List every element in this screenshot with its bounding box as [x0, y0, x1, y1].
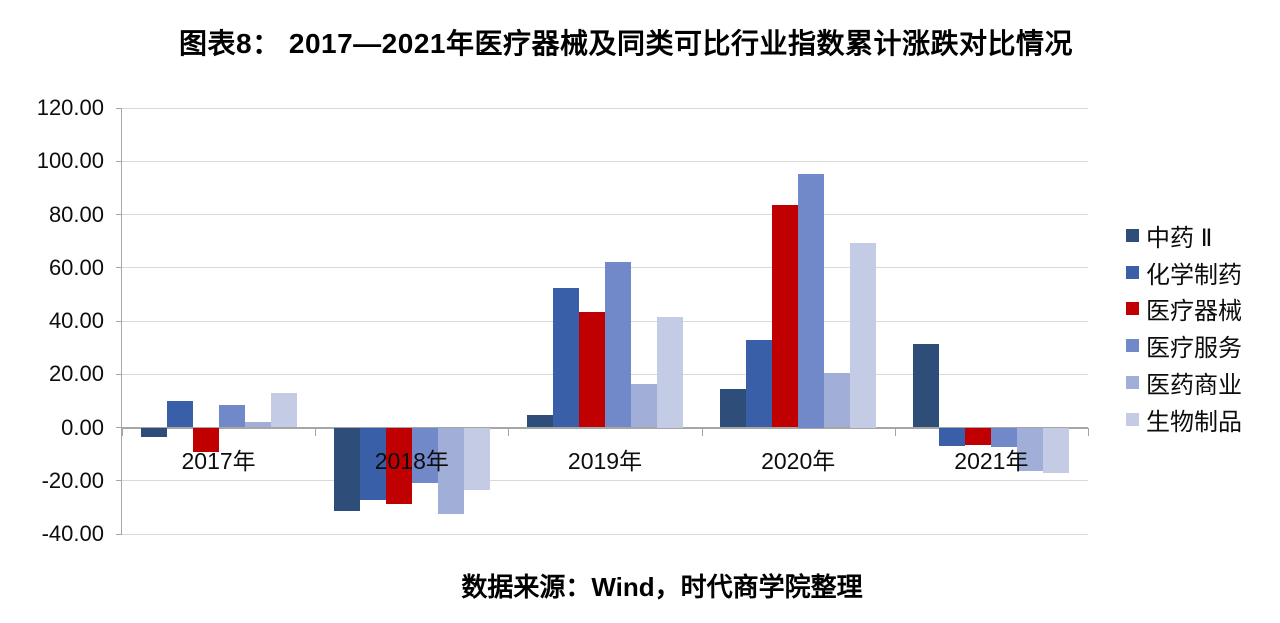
x-axis-category-label: 2018年 — [374, 447, 449, 474]
bar — [939, 427, 966, 446]
y-axis-tick — [116, 160, 122, 162]
legend-label: 医疗服务 — [1146, 335, 1242, 363]
bar — [333, 427, 360, 511]
x-axis-tick — [508, 427, 510, 436]
x-axis-category-label: 2017年 — [181, 447, 256, 474]
legend-swatch-icon — [1126, 228, 1139, 242]
y-axis-tick-label: 60.00 — [48, 254, 104, 280]
bar — [192, 427, 219, 452]
gridline — [122, 480, 1088, 482]
gridline — [122, 160, 1088, 162]
bar — [244, 421, 271, 428]
legend-swatch-icon — [1126, 339, 1139, 353]
bar — [772, 204, 799, 428]
legend-swatch-icon — [1126, 412, 1139, 426]
y-axis-tick — [116, 533, 122, 535]
x-axis-category-label: 2021年 — [954, 447, 1029, 474]
y-axis-tick-label: 80.00 — [48, 201, 104, 227]
bar — [720, 389, 747, 428]
bar — [437, 427, 464, 514]
legend-label: 生物制品 — [1146, 408, 1242, 436]
legend-label: 医疗器械 — [1146, 298, 1242, 326]
y-axis-tick — [116, 427, 122, 428]
legend-label: 中药 Ⅱ — [1146, 224, 1213, 252]
bar — [218, 404, 245, 428]
bar — [527, 414, 553, 428]
data-source-note: 数据来源：Wind，时代商学院整理 — [461, 572, 863, 602]
bar — [579, 312, 605, 428]
x-axis-tick — [701, 427, 703, 436]
legend-swatch-icon — [1126, 376, 1139, 390]
y-axis-tick — [116, 320, 122, 322]
legend-item: 医疗服务 — [1126, 327, 1242, 364]
bar — [913, 343, 940, 428]
x-axis-tick — [122, 427, 123, 436]
legend-item: 化学制药 — [1126, 254, 1242, 291]
y-axis-tick-label: -20.00 — [41, 467, 104, 493]
gridline — [122, 533, 1088, 535]
chart-title: 图表8： 2017—2021年医疗器械及同类可比行业指数累计涨跌对比情况 — [179, 28, 1073, 59]
bar — [965, 427, 992, 446]
y-axis-tick-label: 120.00 — [36, 95, 104, 120]
bar — [270, 392, 297, 428]
bar — [657, 317, 683, 428]
x-axis-tick — [894, 427, 896, 436]
legend-swatch-icon — [1126, 302, 1139, 316]
x-axis-category-label: 2019年 — [567, 447, 643, 474]
x-axis-tick — [315, 427, 317, 436]
x-axis-category-label: 2020年 — [761, 447, 836, 474]
legend-item: 中药 Ⅱ — [1126, 217, 1242, 254]
bar — [359, 427, 386, 500]
legend-item: 生物制品 — [1126, 401, 1242, 438]
gridline — [122, 214, 1088, 215]
bar — [1017, 427, 1044, 472]
y-axis-line — [121, 108, 122, 534]
y-axis-tick — [116, 267, 122, 269]
y-axis-tick-label: 100.00 — [36, 148, 104, 174]
y-axis-tick-label: 20.00 — [48, 361, 104, 387]
y-axis-tick-label: 40.00 — [48, 308, 104, 333]
bar — [1043, 427, 1070, 473]
bar — [553, 288, 579, 428]
bar — [411, 427, 438, 484]
bar — [140, 427, 167, 437]
bar — [850, 242, 877, 428]
y-axis-tick — [116, 214, 122, 215]
y-axis-tick-label: -40.00 — [41, 521, 104, 546]
bar — [463, 427, 490, 490]
x-axis-line — [122, 426, 1088, 429]
x-axis-tick — [1088, 427, 1089, 436]
bar — [166, 400, 193, 428]
bar — [746, 340, 773, 428]
bar — [605, 262, 631, 428]
legend: 中药 Ⅱ 化学制药医疗器械医疗服务医药商业生物制品 — [1126, 217, 1242, 438]
y-axis-tick — [116, 480, 122, 482]
y-axis-tick — [116, 107, 122, 109]
legend-label: 医药商业 — [1146, 372, 1242, 400]
legend-swatch-icon — [1126, 265, 1139, 279]
bar — [798, 174, 825, 428]
bar — [824, 372, 851, 428]
bar — [385, 427, 412, 504]
y-axis-tick-label: 0.00 — [61, 414, 104, 440]
legend-item: 医疗器械 — [1126, 291, 1242, 328]
bar — [631, 384, 657, 428]
bar — [991, 427, 1018, 448]
legend-label: 化学制药 — [1146, 261, 1242, 289]
legend-item: 医药商业 — [1126, 364, 1242, 401]
gridline — [122, 107, 1088, 109]
y-axis-tick — [116, 373, 122, 375]
